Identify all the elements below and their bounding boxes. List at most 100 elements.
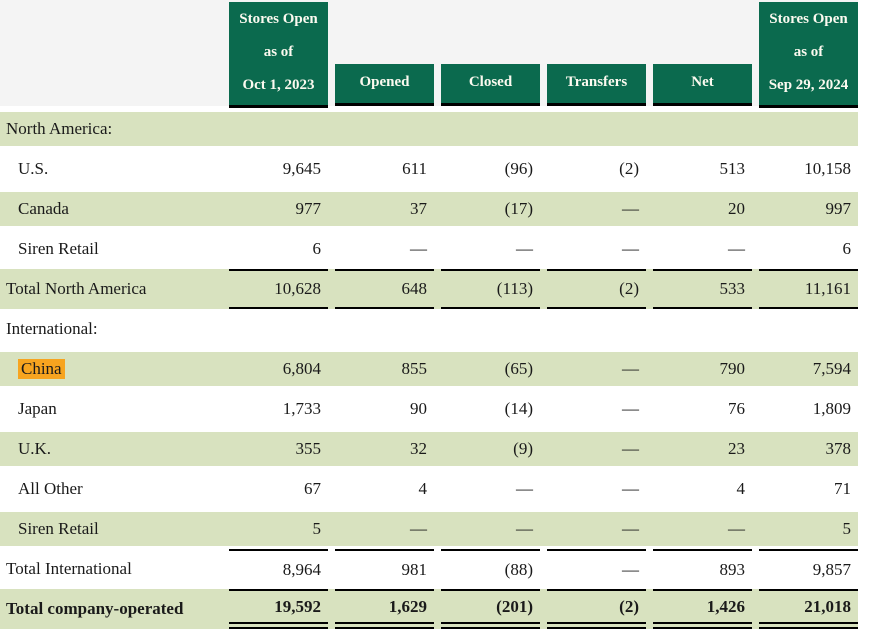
cell-value: — bbox=[622, 239, 639, 258]
row-label: Total company-operated bbox=[6, 599, 184, 618]
cell-value bbox=[547, 309, 646, 349]
row-label: All Other bbox=[18, 479, 83, 498]
cell-value: 67 bbox=[304, 479, 321, 498]
column-header-transfers: Transfers bbox=[547, 64, 646, 106]
row-label: Total North America bbox=[6, 279, 147, 298]
row-label: U.K. bbox=[18, 439, 52, 458]
cell-value: 533 bbox=[653, 269, 752, 309]
table-row: U.K. 355 32 (9) — 23 378 bbox=[0, 429, 858, 469]
cell-value: 21,018 bbox=[759, 589, 858, 629]
cell-value bbox=[441, 309, 540, 349]
cell-value: 378 bbox=[825, 439, 852, 458]
column-header-stores-open-2023: Stores Open as of Oct 1, 2023 bbox=[229, 2, 328, 108]
cell-value bbox=[441, 109, 540, 149]
header-line: Closed bbox=[468, 74, 513, 90]
cell-value bbox=[335, 109, 434, 149]
cell-value: 981 bbox=[335, 549, 434, 589]
cell-value: — bbox=[622, 519, 639, 538]
label-column-spacer bbox=[0, 0, 222, 106]
cell-value bbox=[229, 109, 328, 149]
cell-value: 10,628 bbox=[229, 269, 328, 309]
cell-value: — bbox=[728, 239, 745, 258]
cell-value: 9,857 bbox=[759, 549, 858, 589]
table-row: U.S. 9,645 611 (96) (2) 513 10,158 bbox=[0, 149, 858, 189]
table-row: China 6,804 855 (65) — 790 7,594 bbox=[0, 349, 858, 389]
cell-value: 790 bbox=[719, 359, 746, 378]
cell-value: 19,592 bbox=[229, 589, 328, 629]
cell-value: — bbox=[728, 519, 745, 538]
cell-value: — bbox=[547, 549, 646, 589]
header-cell-closed: Closed bbox=[441, 0, 540, 106]
company-operated-stores-table: Stores Open as of Oct 1, 2023 Opened Clo… bbox=[0, 0, 858, 629]
column-header-opened: Opened bbox=[335, 64, 434, 106]
cell-value: (65) bbox=[504, 359, 533, 378]
row-label: Japan bbox=[18, 399, 57, 418]
cell-value: 1,426 bbox=[653, 589, 752, 629]
cell-value: (113) bbox=[441, 269, 540, 309]
column-header-net: Net bbox=[653, 64, 752, 106]
cell-value bbox=[653, 309, 752, 349]
cell-value: — bbox=[622, 479, 639, 498]
header-cell-net: Net bbox=[653, 0, 752, 106]
cell-value: — bbox=[410, 239, 427, 258]
cell-value: 9,645 bbox=[282, 159, 321, 178]
row-label: China bbox=[0, 349, 222, 389]
row-label: U.S. bbox=[18, 159, 49, 178]
header-line: Stores Open bbox=[239, 11, 318, 27]
cell-value: 648 bbox=[335, 269, 434, 309]
cell-value: 513 bbox=[719, 159, 746, 178]
header-cell-transfers: Transfers bbox=[547, 0, 646, 106]
table-row: North America: bbox=[0, 109, 858, 149]
cell-value: 5 bbox=[842, 519, 852, 538]
table-row: Siren Retail 5 — — — — 5 bbox=[0, 509, 858, 549]
cell-value: — bbox=[516, 479, 533, 498]
header-line: Stores Open bbox=[769, 11, 848, 27]
column-header-stores-open-2024: Stores Open as of Sep 29, 2024 bbox=[759, 2, 858, 108]
table-row: All Other 67 4 — — 4 71 bbox=[0, 469, 858, 509]
cell-value: 355 bbox=[295, 439, 322, 458]
cell-value: — bbox=[410, 519, 427, 538]
cell-value: 37 bbox=[410, 199, 427, 218]
table-body: North America: U.S. 9,645 611 (96) (2) 513 10,1… bbox=[0, 109, 858, 629]
header-cell-stores-open-2023: Stores Open as of Oct 1, 2023 bbox=[229, 0, 328, 108]
cell-value: 4 bbox=[736, 479, 746, 498]
cell-value: 6,804 bbox=[282, 359, 321, 378]
cell-value bbox=[759, 309, 858, 349]
header-line: Oct 1, 2023 bbox=[242, 77, 315, 93]
table-row: Total company-operated 19,592 1,629 (201) (2… bbox=[0, 589, 858, 629]
cell-value: (9) bbox=[513, 439, 533, 458]
cell-value: — bbox=[516, 239, 533, 258]
cell-value: 1,809 bbox=[812, 399, 851, 418]
cell-value: 977 bbox=[295, 199, 322, 218]
cell-value: 1,733 bbox=[282, 399, 321, 418]
header-line: Transfers bbox=[565, 74, 628, 90]
table-row: Japan 1,733 90 (14) — 76 1,809 bbox=[0, 389, 858, 429]
cell-value: 71 bbox=[834, 479, 851, 498]
row-label: Canada bbox=[18, 199, 69, 218]
header-cell-stores-open-2024: Stores Open as of Sep 29, 2024 bbox=[759, 0, 858, 108]
cell-value bbox=[547, 109, 646, 149]
header-line: as of bbox=[263, 44, 294, 60]
cell-value: (96) bbox=[504, 159, 533, 178]
cell-value: 10,158 bbox=[804, 159, 851, 178]
cell-value: 76 bbox=[728, 399, 745, 418]
cell-value: — bbox=[622, 359, 639, 378]
cell-value bbox=[759, 109, 858, 149]
cell-value: (2) bbox=[547, 269, 646, 309]
cell-value: 855 bbox=[401, 359, 428, 378]
cell-value: 4 bbox=[418, 479, 428, 498]
header-cell-opened: Opened bbox=[335, 0, 434, 106]
header-line: Sep 29, 2024 bbox=[768, 77, 849, 93]
cell-value: 32 bbox=[410, 439, 427, 458]
row-label: International: bbox=[6, 319, 98, 338]
cell-value: (2) bbox=[619, 159, 639, 178]
cell-value bbox=[653, 109, 752, 149]
cell-value: (201) bbox=[441, 589, 540, 629]
cell-value: 1,629 bbox=[335, 589, 434, 629]
cell-value bbox=[229, 309, 328, 349]
cell-value: 6 bbox=[312, 239, 322, 258]
cell-value: (17) bbox=[504, 199, 533, 218]
cell-value bbox=[335, 309, 434, 349]
header-line: Opened bbox=[359, 74, 410, 90]
column-header-closed: Closed bbox=[441, 64, 540, 106]
